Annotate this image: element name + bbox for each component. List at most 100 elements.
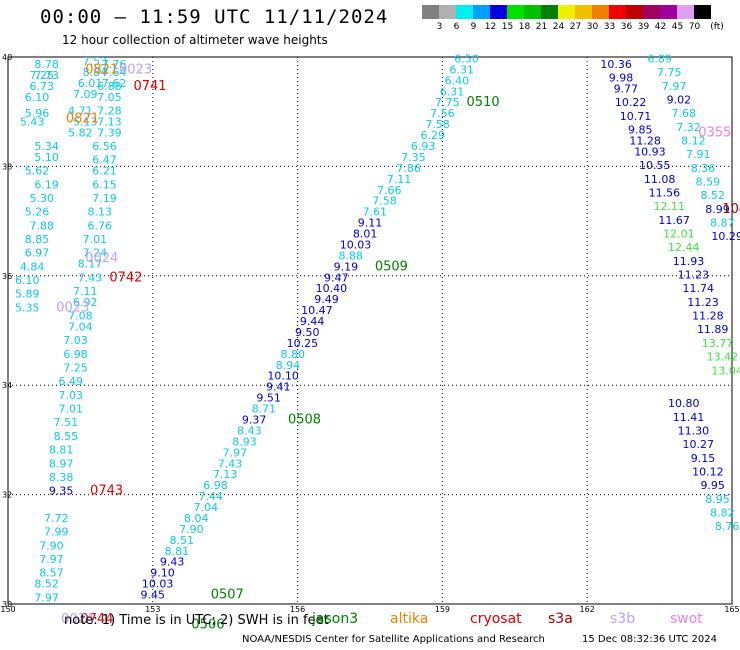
time-label: 0743: [90, 484, 123, 499]
wave-height-point: 8.71: [252, 403, 277, 416]
wave-height-point: 10.03: [142, 578, 174, 591]
wave-height-point: 11.74: [682, 282, 714, 295]
colorbar-label: 45: [671, 22, 684, 32]
wave-height-point: 8.84: [83, 66, 108, 79]
wave-height-point: 7.13: [213, 468, 238, 481]
colorbar-swatch: [660, 5, 677, 19]
wave-height-point: 8.81: [49, 444, 74, 457]
wave-height-point: 10.71: [620, 110, 652, 123]
chart-subtitle: 12 hour collection of altimeter wave hei…: [62, 33, 328, 47]
colorbar-swatch: [677, 5, 694, 19]
wave-height-point: 6.31: [449, 63, 474, 76]
wave-height-point: 8.12: [681, 135, 706, 148]
wave-height-point: 6.47: [92, 154, 117, 167]
y-tick-label: 40: [2, 53, 12, 62]
wave-height-point: 10.25: [287, 337, 319, 350]
wave-height-point: 8.85: [25, 233, 50, 246]
wave-height-point: 5.34: [34, 140, 59, 153]
time-label: 0024: [85, 251, 118, 266]
footer-credit: NOAA/NESDIS Center for Satellite Applica…: [242, 634, 545, 645]
colorbar-label: 42: [654, 22, 667, 32]
wave-height-point: 5.96: [25, 107, 50, 120]
wave-height-point: 11.41: [673, 411, 705, 424]
wave-height-point: 6.19: [34, 178, 59, 191]
wave-height-point: 5.30: [30, 192, 55, 205]
wave-height-point: 10.10: [267, 370, 299, 383]
time-label: 0510: [467, 95, 500, 110]
wave-height-point: 7.25: [30, 69, 55, 82]
wave-height-point: 8.87: [710, 217, 735, 230]
wave-height-point: 9.85: [628, 124, 653, 137]
colorbar-swatch: [592, 5, 609, 19]
time-label: 0023: [56, 300, 89, 315]
wave-height-point: 7.11: [387, 173, 412, 186]
wave-height-point: 12.11: [654, 200, 686, 213]
wave-height-point: 6.89: [647, 52, 672, 65]
wave-height-point: 7.58: [372, 195, 397, 208]
wave-height-point: 11.30: [678, 424, 710, 437]
wave-height-point: 7.90: [179, 523, 204, 536]
wave-height-point: 10.40: [316, 282, 348, 295]
wave-height-point: 6.50: [454, 52, 479, 65]
x-tick-label: 162: [580, 605, 595, 614]
wave-height-point: 10.93: [634, 145, 666, 158]
wave-height-point: 10.80: [668, 397, 700, 410]
wave-height-point: 7.08: [68, 310, 93, 323]
wave-height-point: 5.35: [15, 301, 40, 314]
wave-height-point: 10.29: [711, 230, 740, 243]
wave-height-point: 6.98: [203, 479, 228, 492]
colorbar-label: 36: [620, 22, 633, 32]
colorbar-swatch: [439, 5, 456, 19]
legend-s3a: s3a: [548, 611, 573, 627]
colorbar-label: 39: [637, 22, 650, 32]
wave-height-point: 7.88: [30, 219, 55, 232]
wave-height-point: 7.68: [671, 107, 696, 120]
wave-height-point: 8.36: [691, 162, 716, 175]
wave-height-point: 10.36: [600, 58, 632, 71]
wave-height-point: 8.81: [165, 545, 190, 558]
wave-height-point: 7.43: [78, 271, 103, 284]
wave-height-point: 6.92: [73, 296, 98, 309]
wave-height-point: 6.15: [92, 178, 117, 191]
wave-height-point: 11.28: [692, 310, 724, 323]
wave-height-point: 5.10: [34, 151, 59, 164]
time-label: 1040: [722, 202, 740, 217]
wave-height-point: 6.21: [92, 165, 117, 178]
wave-height-point: 10.03: [340, 238, 372, 251]
wave-height-point: 9.45: [141, 589, 166, 602]
wave-height-point: 7.97: [662, 80, 687, 93]
wave-height-point: 7.11: [73, 285, 98, 298]
wave-height-point: 8.55: [54, 430, 79, 443]
wave-height-point: 7.32: [676, 121, 701, 134]
colorbar-label: 27: [569, 22, 582, 32]
colorbar-label: 15: [501, 22, 514, 32]
wave-height-point: 7.76: [102, 58, 127, 71]
wave-height-point: 7.01: [83, 233, 108, 246]
wave-height-point: 9.15: [691, 452, 716, 465]
y-tick-label: 34: [2, 381, 12, 390]
wave-height-point: 9.02: [667, 93, 692, 106]
wave-height-point: 8.80: [281, 348, 306, 361]
wave-height-point: 7.19: [92, 192, 117, 205]
wave-height-point: 13.04: [711, 364, 740, 377]
wave-height-point: 10.12: [692, 465, 724, 478]
chart-title: 00:00 – 11:59 UTC 11/11/2024: [40, 6, 389, 28]
wave-height-point: 7.73: [34, 69, 59, 82]
wave-height-point: 5.89: [15, 288, 40, 301]
wave-height-point: 8.97: [49, 457, 74, 470]
wave-height-point: 11.23: [678, 269, 710, 282]
colorbar-label: 21: [535, 22, 548, 32]
wave-height-point: 7.64: [102, 66, 127, 79]
colorbar-units: (ft): [710, 22, 724, 32]
wave-height-point: 12.44: [668, 241, 700, 254]
y-tick-label: 30: [2, 600, 12, 609]
wave-height-point: 9.10: [150, 567, 175, 580]
wave-height-point: 8.13: [87, 206, 112, 219]
colorbar-label: 3: [436, 22, 443, 32]
colorbar-label: 30: [586, 22, 599, 32]
wave-height-point: 4.71: [68, 104, 93, 117]
wave-height-point: 9.47: [324, 271, 349, 284]
colorbar-swatch: [507, 5, 524, 19]
